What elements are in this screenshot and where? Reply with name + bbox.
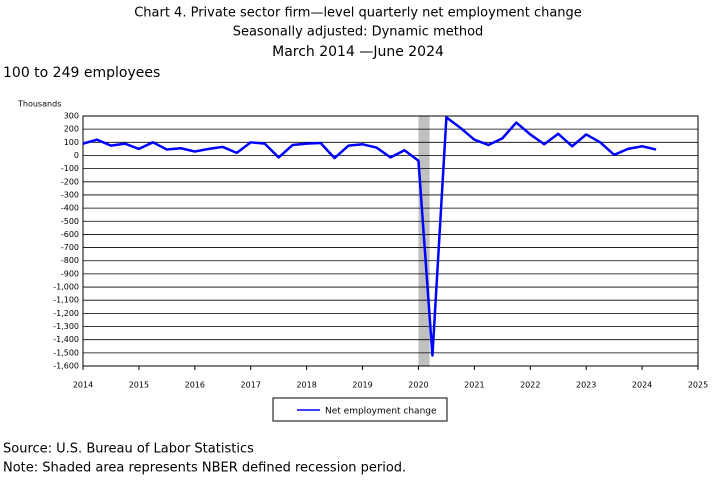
x-tick-label: 2024 [632, 381, 652, 390]
plot-frame [82, 115, 699, 367]
y-tick-label: -600 [61, 230, 79, 239]
x-tick-label: 2015 [129, 381, 149, 390]
chart-period: March 2014 —June 2024 [272, 44, 444, 60]
y-tick-label: -100 [61, 164, 79, 173]
x-tick-label: 2023 [576, 381, 596, 390]
x-tick-label: 2017 [241, 381, 261, 390]
y-tick-label: -1,400 [53, 335, 79, 344]
y-tick-label: -1,000 [53, 283, 79, 292]
y-tick-label: 200 [64, 125, 79, 134]
y-tick-label: -1,100 [53, 296, 79, 305]
x-tick-label: 2021 [464, 381, 484, 390]
y-tick-label: 100 [64, 138, 79, 147]
x-tick-label: 2022 [520, 381, 540, 390]
chart-title: Chart 4. Private sector firm—level quart… [134, 6, 582, 21]
data-line [82, 116, 657, 357]
chart-subtitle: Seasonally adjusted: Dynamic method [233, 25, 484, 40]
y-tick-label: 0 [74, 151, 79, 160]
y-tick-label: -900 [61, 269, 79, 278]
size-class: 100 to 249 employees [3, 65, 160, 81]
y-tick-label: -1,300 [53, 322, 79, 331]
source: Source: U.S. Bureau of Labor Statistics [3, 442, 254, 457]
y-tick-label: -400 [61, 204, 79, 213]
x-tick-label: 2018 [296, 381, 316, 390]
y-tick-label: -500 [61, 217, 79, 226]
y-axis-label: Thousands [17, 100, 61, 109]
x-tick-label: 2020 [408, 381, 428, 390]
legend-label: Net employment change [325, 407, 437, 417]
y-tick-label: 300 [64, 112, 79, 121]
x-tick-label: 2019 [352, 381, 372, 390]
legend-box [272, 397, 448, 422]
y-tick-label: -200 [61, 177, 79, 186]
x-tick-label: 2014 [73, 381, 93, 390]
note: Note: Shaded area represents NBER define… [3, 461, 406, 476]
y-tick-label: -1,600 [53, 362, 79, 371]
x-tick-label: 2025 [688, 381, 708, 390]
y-tick-label: -1,200 [53, 309, 79, 318]
x-tick-label: 2016 [185, 381, 205, 390]
y-tick-label: -300 [61, 190, 79, 199]
y-tick-label: -800 [61, 256, 79, 265]
y-tick-label: -700 [61, 243, 79, 252]
y-tick-label: -1,500 [53, 348, 79, 357]
